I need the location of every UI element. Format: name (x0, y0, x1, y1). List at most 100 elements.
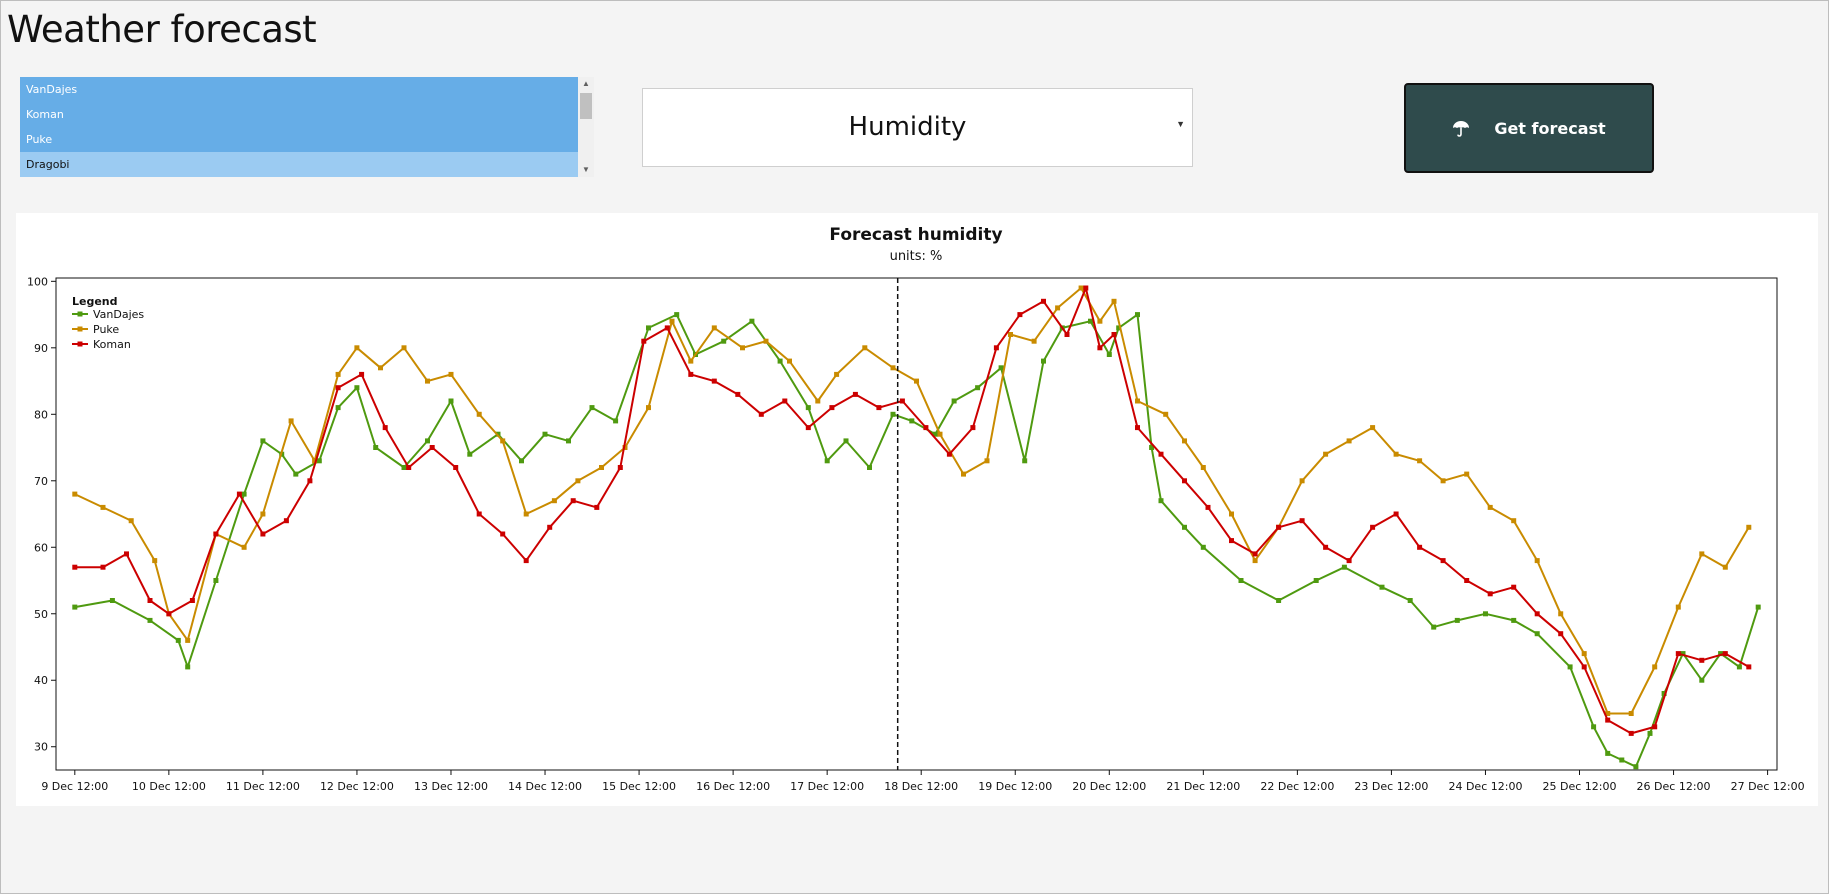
data-point (1346, 558, 1352, 564)
data-point (909, 418, 915, 424)
data-point (777, 358, 783, 364)
x-tick-label: 16 Dec 12:00 (696, 780, 770, 793)
series-line-vandajes (74, 313, 1760, 768)
data-point (1135, 425, 1140, 431)
data-point (283, 518, 289, 524)
series-puke (72, 285, 1752, 716)
list-item-vandajes[interactable]: VanDajes (20, 77, 578, 102)
data-point (1454, 617, 1460, 623)
data-point (721, 338, 727, 344)
data-point (852, 391, 858, 397)
data-point (1718, 651, 1724, 657)
scroll-down-icon[interactable]: ▼ (582, 165, 590, 174)
x-tick-label: 27 Dec 12:00 (1731, 780, 1805, 793)
data-point (646, 325, 651, 331)
data-point (1379, 584, 1385, 590)
location-listbox[interactable]: VanDajes Koman Puke Dragobi ▲ ▼ (20, 77, 594, 177)
data-point (316, 458, 322, 464)
data-point (1111, 298, 1117, 304)
data-point (758, 411, 764, 417)
data-point (1078, 285, 1084, 291)
data-point (1699, 677, 1705, 683)
y-tick-label: 90 (34, 342, 48, 355)
data-point (425, 438, 430, 444)
data-point (876, 405, 882, 411)
data-point (260, 531, 266, 537)
data-point (961, 471, 966, 477)
data-point (551, 498, 557, 504)
data-point (124, 551, 129, 557)
x-tick-label: 12 Dec 12:00 (320, 780, 394, 793)
data-point (1675, 651, 1681, 657)
data-point (109, 598, 115, 603)
data-point (1323, 451, 1329, 457)
y-tick-label: 100 (27, 275, 48, 288)
data-point (1031, 338, 1037, 344)
x-tick-label: 14 Dec 12:00 (508, 780, 582, 793)
metric-dropdown[interactable]: Humidity ▼ (642, 88, 1193, 167)
data-point (100, 564, 106, 570)
data-point (1407, 598, 1413, 603)
list-scrollbar[interactable]: ▲ ▼ (578, 77, 594, 177)
data-point (476, 511, 482, 517)
x-tick-label: 15 Dec 12:00 (602, 780, 676, 793)
scroll-up-icon[interactable]: ▲ (582, 79, 590, 88)
data-point (1252, 558, 1258, 564)
data-point (749, 318, 755, 324)
data-point (1111, 332, 1117, 337)
data-point (1680, 651, 1686, 657)
data-point (1652, 664, 1658, 670)
data-point (1158, 451, 1164, 457)
data-point (1097, 318, 1103, 324)
data-point (1567, 664, 1573, 670)
x-tick-label: 11 Dec 12:00 (226, 780, 300, 793)
data-point (1370, 524, 1376, 530)
series-koman (72, 285, 1752, 736)
data-point (166, 611, 172, 617)
data-point (688, 358, 694, 364)
data-point (425, 378, 430, 384)
data-point (735, 391, 741, 397)
data-point (1229, 511, 1234, 517)
data-point (72, 604, 78, 610)
data-point (641, 338, 647, 344)
list-item-dragobi[interactable]: Dragobi (20, 152, 578, 177)
data-point (951, 398, 957, 404)
data-point (815, 398, 821, 404)
data-point (1722, 651, 1728, 657)
series-layer (72, 285, 1761, 770)
data-point (1647, 730, 1653, 736)
data-point (72, 491, 78, 497)
data-point (359, 371, 365, 377)
data-point (1064, 332, 1070, 337)
data-point (236, 491, 242, 497)
list-item-koman[interactable]: Koman (20, 102, 578, 127)
data-point (213, 531, 219, 537)
data-point (100, 504, 106, 510)
plot-area (55, 277, 1778, 771)
data-point (1299, 478, 1305, 484)
data-point (1323, 544, 1329, 550)
data-point (1200, 544, 1206, 550)
metric-selected-value: Humidity (848, 112, 967, 142)
get-forecast-button[interactable]: Get forecast (1404, 83, 1654, 173)
scroll-thumb[interactable] (580, 93, 592, 119)
data-point (946, 451, 952, 457)
data-point (1534, 558, 1540, 564)
x-tick-label: 22 Dec 12:00 (1260, 780, 1334, 793)
data-point (711, 378, 717, 384)
data-point (476, 411, 482, 417)
data-point (1581, 664, 1587, 670)
data-point (1605, 750, 1611, 756)
data-point (189, 598, 195, 603)
data-point (589, 405, 595, 411)
list-item-puke[interactable]: Puke (20, 127, 578, 152)
data-point (72, 564, 78, 570)
data-point (669, 318, 675, 324)
data-point (1558, 611, 1564, 617)
data-point (787, 358, 792, 364)
data-point (1487, 504, 1493, 510)
data-point (354, 345, 360, 351)
x-tick-label: 23 Dec 12:00 (1354, 780, 1428, 793)
data-point (128, 518, 134, 524)
